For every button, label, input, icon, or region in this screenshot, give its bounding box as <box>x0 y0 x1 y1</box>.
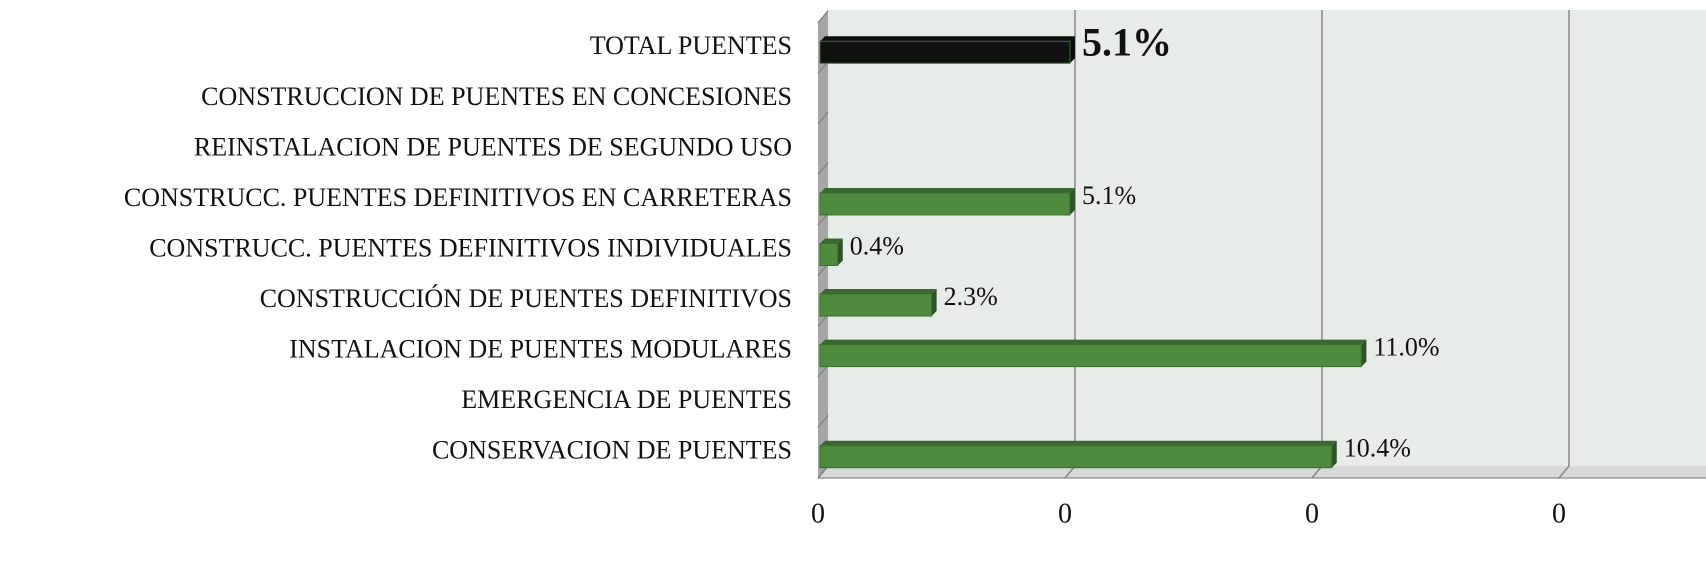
value-label: 10.4% <box>1344 434 1411 463</box>
bar <box>819 293 933 317</box>
y-tick-label: CONSERVACION DE PUENTES <box>432 436 792 465</box>
category-tick <box>817 10 829 24</box>
category-tick <box>817 414 829 428</box>
y-tick-label: REINSTALACION DE PUENTES DE SEGUNDO USO <box>194 132 792 161</box>
bar-side <box>1331 440 1337 468</box>
value-label: 5.1% <box>1082 19 1172 64</box>
bar-side <box>1069 36 1075 64</box>
bar <box>819 40 1071 64</box>
y-tick-label: CONSTRUCCIÓN DE PUENTES DEFINITIVOS <box>260 284 792 313</box>
floor <box>818 466 1706 478</box>
tick-mark <box>1558 465 1570 479</box>
bar-top <box>820 187 1075 193</box>
x-tick-label: 0 <box>1552 498 1566 529</box>
bar-side <box>931 289 937 317</box>
y-tick-label: CONSTRUCCION DE PUENTES EN CONCESIONES <box>201 82 792 111</box>
category-tick <box>817 111 829 125</box>
bar-top <box>820 36 1075 42</box>
bar <box>819 344 1362 368</box>
bar-side <box>1069 187 1075 215</box>
bar-side <box>1361 339 1367 367</box>
y-tick-label: TOTAL PUENTES <box>590 31 792 60</box>
y-tick-label: EMERGENCIA DE PUENTES <box>461 385 792 414</box>
bar-top <box>820 289 937 295</box>
bar <box>819 445 1333 469</box>
value-label: 2.3% <box>944 282 998 311</box>
value-label: 0.4% <box>850 231 904 260</box>
back-wall <box>828 10 1706 466</box>
bar-top <box>820 339 1367 345</box>
x-tick-label: 0 <box>1058 498 1072 529</box>
bar-top <box>820 238 843 244</box>
category-tick <box>817 162 829 176</box>
y-tick-label: CONSTRUCC. PUENTES DEFINITIVOS EN CARRET… <box>124 183 792 212</box>
y-tick-label: INSTALACION DE PUENTES MODULARES <box>289 335 792 364</box>
x-tick-label: 0 <box>811 498 825 529</box>
y-tick-label: CONSTRUCC. PUENTES DEFINITIVOS INDIVIDUA… <box>149 233 792 262</box>
x-tick-label: 0 <box>1305 498 1319 529</box>
bar <box>819 192 1071 216</box>
bar-top <box>820 440 1337 446</box>
value-label: 5.1% <box>1082 181 1136 210</box>
bar-side <box>837 238 843 266</box>
bar <box>819 243 839 266</box>
value-label: 11.0% <box>1373 333 1439 362</box>
